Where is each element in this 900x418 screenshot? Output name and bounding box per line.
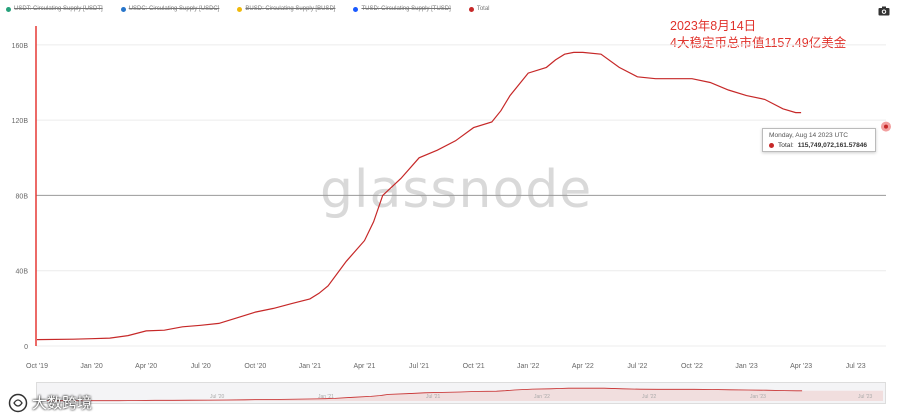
x-tick-label: Apr '23 — [790, 363, 812, 370]
brand-name: 大数跨境 — [32, 394, 93, 412]
navigator-label: Jan '21 — [318, 394, 334, 400]
hover-marker-dot — [884, 124, 888, 129]
x-tick-label: Jul '21 — [409, 363, 429, 370]
legend-label: Total — [476, 6, 490, 12]
annotation-date: 2023年8月14日 — [670, 19, 757, 33]
legend-item-0[interactable]: USDT: Circulating Supply [USDT] — [6, 6, 103, 12]
x-tick-label: Oct '21 — [463, 363, 485, 370]
y-tick-label: 80B — [16, 193, 29, 200]
navigator-label: Jan '22 — [534, 394, 550, 400]
legend-dot — [120, 6, 126, 12]
legend-item-3[interactable]: TUSD: Circulating Supply [TUSD] — [353, 6, 451, 12]
navigator-series — [47, 387, 883, 402]
legend-item-2[interactable]: BUSD: Circulating Supply [BUSD] — [237, 6, 335, 12]
x-tick-label: Apr '22 — [572, 363, 594, 370]
tooltip: Monday, Aug 14 2023 UTC Total: 115,749,0… — [762, 128, 876, 152]
legend-label: USDT: Circulating Supply [USDT] — [14, 6, 103, 12]
y-tick-label: 40B — [16, 269, 29, 276]
legend-dot — [353, 6, 359, 12]
x-tick-label: Oct '20 — [244, 363, 266, 370]
x-tick-label: Oct '19 — [26, 363, 48, 370]
x-tick-label: Jan '23 — [735, 363, 757, 370]
x-tick-label: Jan '22 — [517, 363, 539, 370]
x-tick-label: Apr '21 — [353, 363, 375, 370]
tooltip-label: Total: — [778, 142, 794, 149]
navigator-area — [47, 388, 883, 401]
y-tick-label: 120B — [12, 118, 29, 125]
legend: USDT: Circulating Supply [USDT] USDC: Cir… — [6, 6, 490, 12]
legend-dot — [6, 6, 11, 12]
navigator-label: Jul '22 — [642, 394, 657, 400]
legend-label: BUSD: Circulating Supply [BUSD] — [245, 6, 336, 12]
brand-logo-icon — [8, 393, 28, 412]
x-tick-label: Jul '20 — [191, 363, 211, 370]
navigator-label: Jul '23 — [858, 394, 873, 400]
navigator-line — [47, 387, 803, 402]
legend-dot — [468, 6, 474, 12]
legend-item-1[interactable]: USDC: Circulating Supply [USDC] — [120, 6, 220, 12]
x-tick-label: Oct '22 — [681, 363, 703, 370]
legend-label: TUSD: Circulating Supply [TUSD] — [361, 6, 451, 12]
tooltip-value: 115,749,072,161.57846 — [797, 142, 868, 149]
navigator-label: Jul '20 — [210, 394, 225, 400]
tooltip-date: Monday, Aug 14 2023 UTC — [769, 132, 849, 139]
x-tick-label: Jan '20 — [80, 363, 102, 370]
brand: 大数跨境 — [8, 392, 92, 413]
camera-icon[interactable] — [878, 6, 890, 16]
watermark: glassnode — [320, 160, 593, 220]
range-navigator[interactable] — [36, 382, 886, 404]
navigator-label: Jan '23 — [750, 394, 766, 400]
annotation: 2023年8月14日 4大稳定币总市值1157.49亿美金 — [670, 18, 846, 52]
tooltip-dot — [769, 143, 774, 148]
legend-item-4[interactable]: Total — [468, 6, 490, 12]
x-tick-label: Jul '23 — [846, 363, 866, 370]
annotation-value: 4大稳定币总市值1157.49亿美金 — [670, 36, 847, 50]
y-tick-label: 0 — [24, 344, 28, 351]
legend-label: USDC: Circulating Supply [USDC] — [128, 6, 220, 12]
x-tick-label: Apr '20 — [135, 363, 157, 370]
x-tick-label: Jul '22 — [627, 363, 647, 370]
y-tick-label: 160B — [12, 43, 29, 50]
series-line-total — [36, 51, 802, 341]
navigator-label: Jul '21 — [426, 394, 441, 400]
x-tick-label: Jan '21 — [299, 363, 321, 370]
legend-dot — [237, 6, 243, 12]
